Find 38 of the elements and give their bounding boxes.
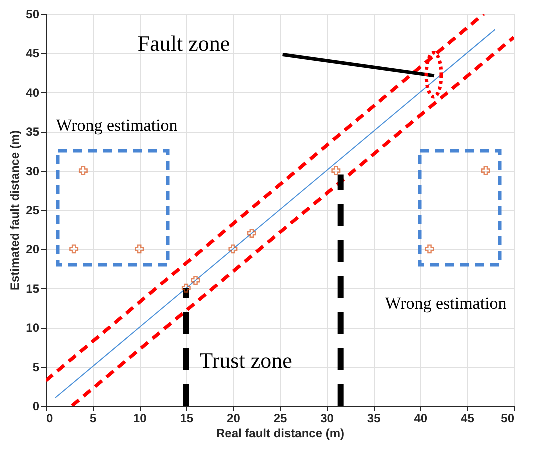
x-tick-label: 0 xyxy=(46,412,54,426)
x-tick-label: 40 xyxy=(414,412,428,426)
y-tick-label: 45 xyxy=(26,46,40,61)
point xyxy=(425,244,434,254)
y-axis-title: Estimated fault distance (m) xyxy=(8,130,22,291)
point xyxy=(191,276,200,286)
x-tick-label: 5 xyxy=(90,412,97,426)
point xyxy=(70,244,79,254)
point xyxy=(228,244,238,254)
annotation: Trust zone xyxy=(200,348,292,373)
y-tick-label: 35 xyxy=(26,125,40,140)
x-tick-label: 50 xyxy=(501,412,515,426)
x-tick-label: 35 xyxy=(367,412,382,426)
annotation: Fault zone xyxy=(138,31,230,56)
y-tick-label: 30 xyxy=(26,164,40,178)
point xyxy=(135,244,144,254)
y-tick-label: 20 xyxy=(26,242,40,257)
y-tick-label: 40 xyxy=(26,86,40,100)
point xyxy=(182,284,191,293)
y-tick-label: 25 xyxy=(26,204,40,218)
annotation: Wrong estimation xyxy=(385,294,508,313)
x-tick-label: 30 xyxy=(320,412,334,426)
point xyxy=(247,229,256,238)
y-tick-label: 0 xyxy=(32,400,40,414)
x-tick-label: 10 xyxy=(133,412,148,426)
y-tick-label: 10 xyxy=(26,321,40,336)
point xyxy=(332,166,341,176)
x-tick-label: 15 xyxy=(180,412,194,426)
y-tick-label: 15 xyxy=(26,282,40,296)
y-tick-label: 5 xyxy=(32,360,40,374)
annotation: Wrong estimation xyxy=(56,116,178,135)
x-tick-label: 45 xyxy=(461,412,475,426)
x-tick-label: 20 xyxy=(227,412,241,426)
point xyxy=(78,166,88,176)
x-axis-title: Real fault distance (m) xyxy=(216,426,345,440)
point xyxy=(481,166,490,176)
x-tick-label: 25 xyxy=(274,412,288,426)
y-tick-label: 50 xyxy=(26,8,40,22)
